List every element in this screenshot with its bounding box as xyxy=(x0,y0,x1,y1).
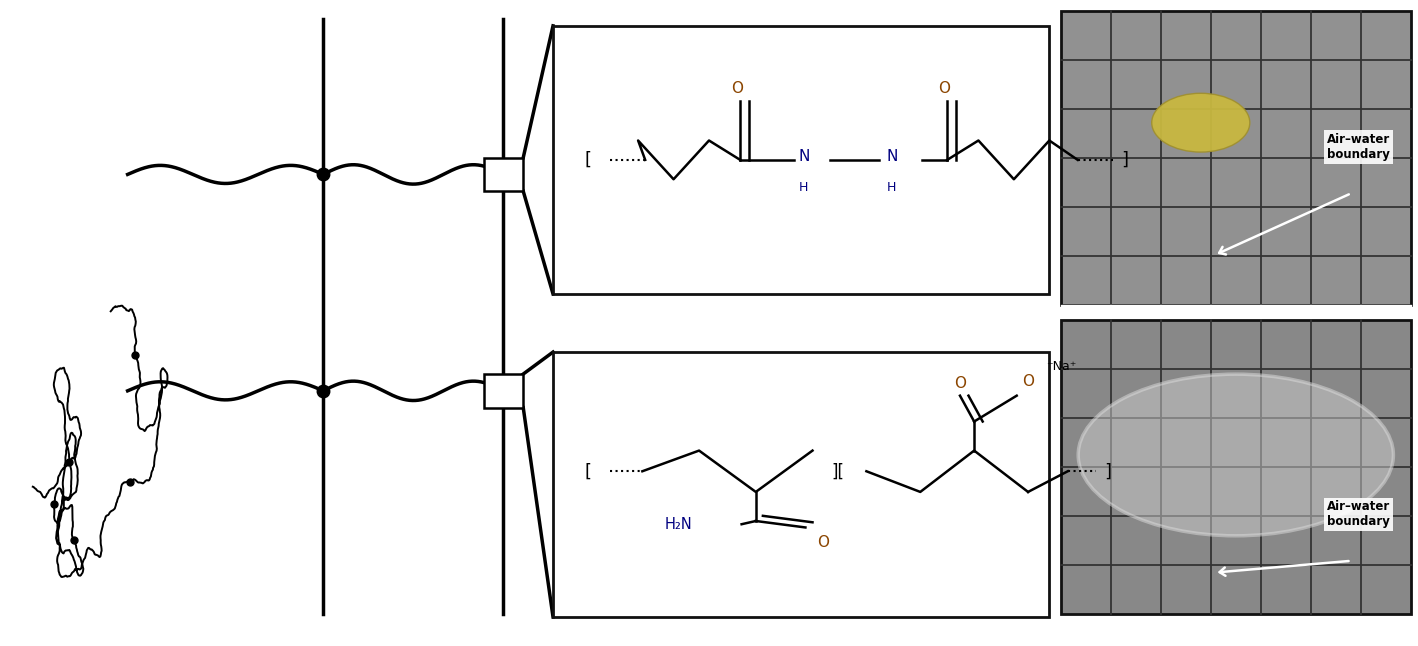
Text: H: H xyxy=(886,180,896,194)
Bar xyxy=(484,374,523,408)
Text: O: O xyxy=(1022,374,1034,389)
Text: [: [ xyxy=(586,463,591,480)
Text: ]: ] xyxy=(1105,463,1110,480)
Text: O: O xyxy=(939,81,950,96)
Bar xyxy=(553,352,1049,617)
Text: Air–water
boundary: Air–water boundary xyxy=(1327,133,1390,161)
Bar xyxy=(553,26,1049,294)
Text: N: N xyxy=(886,149,898,164)
Text: H₂N: H₂N xyxy=(664,517,692,532)
Text: ]: ] xyxy=(1122,151,1127,169)
Ellipse shape xyxy=(1078,374,1394,536)
Bar xyxy=(1061,11,1411,305)
Text: Air–water
boundary: Air–water boundary xyxy=(1327,501,1390,528)
Text: O: O xyxy=(817,535,828,550)
Text: ][: ][ xyxy=(831,463,845,480)
Text: ⁻Na⁺: ⁻Na⁺ xyxy=(1046,360,1076,373)
Text: N: N xyxy=(798,149,810,164)
Text: H: H xyxy=(798,180,808,194)
Text: O: O xyxy=(954,375,966,390)
Text: [: [ xyxy=(586,151,591,169)
Bar xyxy=(1061,320,1411,614)
Text: O: O xyxy=(732,81,743,96)
Ellipse shape xyxy=(1151,93,1249,152)
Bar xyxy=(484,158,523,191)
